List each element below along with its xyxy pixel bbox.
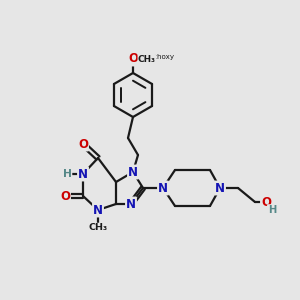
Text: O: O bbox=[261, 196, 271, 208]
Text: N: N bbox=[93, 203, 103, 217]
Text: N: N bbox=[128, 166, 138, 178]
Text: methoxy: methoxy bbox=[143, 54, 174, 60]
Text: H: H bbox=[268, 205, 276, 215]
Text: O: O bbox=[78, 137, 88, 151]
Text: CH₃: CH₃ bbox=[88, 224, 108, 232]
Text: N: N bbox=[158, 182, 168, 194]
Text: O: O bbox=[60, 190, 70, 202]
Text: N: N bbox=[215, 182, 225, 194]
Text: N: N bbox=[78, 167, 88, 181]
Text: O: O bbox=[128, 52, 138, 65]
Text: H: H bbox=[63, 169, 71, 179]
Text: CH₃: CH₃ bbox=[138, 55, 156, 64]
Text: N: N bbox=[126, 197, 136, 211]
